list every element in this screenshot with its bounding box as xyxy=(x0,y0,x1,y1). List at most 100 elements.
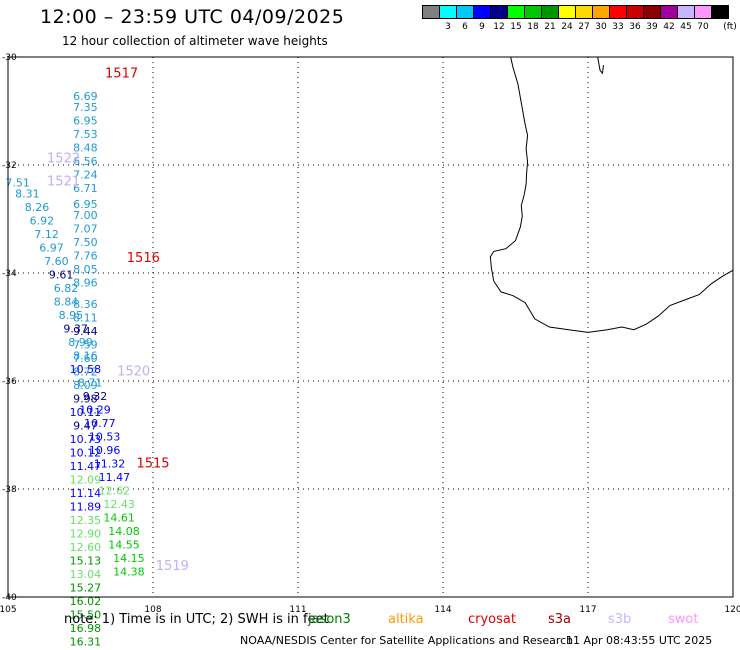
wave-height-label: 10.58 xyxy=(70,363,102,376)
wave-height-label: 15.50 xyxy=(70,609,102,622)
wave-height-label: 7.35 xyxy=(73,101,98,114)
lat-tick-label: -32 xyxy=(2,161,17,171)
island-outline xyxy=(597,56,604,75)
wave-height-label: 12.09 xyxy=(70,474,102,487)
wave-height-label: 12.90 xyxy=(70,528,102,541)
wave-height-label: 6.71 xyxy=(73,182,98,195)
legend-tick-label: 21 xyxy=(544,22,556,32)
page-subtitle: 12 hour collection of altimeter wave hei… xyxy=(62,34,328,48)
wave-height-label: 10.11 xyxy=(70,406,102,419)
wave-height-label: 14.08 xyxy=(108,525,140,538)
lon-tick-label: 117 xyxy=(579,605,596,615)
coastline xyxy=(489,56,734,333)
pass-number-label: 1521 xyxy=(47,175,80,190)
axis-tick-labels: 105 108 111 114 117 120 -30 -32 -34 -36 -38 -40 xyxy=(0,53,740,615)
legend-tick-label: 3 xyxy=(445,22,451,32)
wave-height-label: 10.96 xyxy=(89,444,121,457)
wave-height-label: 14.38 xyxy=(113,565,145,578)
legend-tick-label: 33 xyxy=(612,22,624,32)
wave-height-labels: 6.697.356.957.538.486.567.246.716.957.00… xyxy=(5,90,144,650)
wave-height-label: 7.51 xyxy=(5,177,30,190)
wave-height-label: 8.71 xyxy=(78,376,103,389)
legend-tick-label: 18 xyxy=(527,22,539,32)
pass-number-label: 1517 xyxy=(105,67,138,82)
lat-tick-label: -38 xyxy=(2,485,17,495)
lon-tick-label: 111 xyxy=(289,605,306,615)
wave-height-label: 10.53 xyxy=(89,430,121,443)
satellite-legend-item: cryosat xyxy=(468,612,516,627)
legend-tick-label: 45 xyxy=(680,22,692,32)
satellite-legend-item: s3a xyxy=(548,612,572,627)
wave-height-label: 9.37 xyxy=(63,322,88,335)
satellite-legend-item: altika xyxy=(388,612,424,627)
legend-tick-label: 27 xyxy=(578,22,590,32)
lat-tick-label: -30 xyxy=(2,53,17,63)
wave-height-label: 7.50 xyxy=(73,236,98,249)
wave-height-label: 9.61 xyxy=(49,268,74,281)
legend-tick-label: 70 xyxy=(697,22,709,32)
wave-height-label: 15.27 xyxy=(70,582,102,595)
wave-height-label: 6.97 xyxy=(39,241,64,254)
wave-height-label: 7.76 xyxy=(73,250,98,263)
lon-tick-label: 114 xyxy=(434,605,451,615)
map-grid xyxy=(8,57,733,597)
wave-height-label: 8.84 xyxy=(54,295,79,308)
wave-height-label: 14.15 xyxy=(113,552,145,565)
wave-height-label: 8.16 xyxy=(73,349,98,362)
legend-tick-label: 30 xyxy=(595,22,607,32)
wave-height-label: 10.77 xyxy=(84,417,116,430)
wave-height-label: 8.96 xyxy=(73,277,98,290)
wave-height-label: 16.02 xyxy=(70,595,102,608)
pass-number-label: 1520 xyxy=(117,365,150,380)
wave-height-label: 14.61 xyxy=(103,511,135,524)
lon-tick-label: 105 xyxy=(0,605,17,615)
wave-height-label: 9.32 xyxy=(83,390,108,403)
legend-tick-label: 6 xyxy=(462,22,468,32)
wave-height-label: 6.69 xyxy=(73,90,98,103)
legend-tick-label: 12 xyxy=(493,22,505,32)
coastline-path xyxy=(489,56,734,333)
issued-timestamp: 11 Apr 08:43:55 UTC 2025 xyxy=(566,634,713,647)
wave-height-label: 6.95 xyxy=(73,115,98,128)
lon-tick-label: 120 xyxy=(724,605,740,615)
wave-height-label: 7.60 xyxy=(44,255,69,268)
wave-height-label: 8.72 xyxy=(73,366,98,379)
wave-height-label: 10.29 xyxy=(79,403,111,416)
wave-height-label: 7.12 xyxy=(34,228,59,241)
lat-tick-label: -36 xyxy=(2,377,17,387)
lat-tick-label: -40 xyxy=(2,593,17,603)
satellite-legend-item: jason3 xyxy=(308,612,351,627)
wave-height-label: 6.92 xyxy=(30,214,55,227)
wave-height-label: 11.47 xyxy=(99,471,131,484)
footnote: note: 1) Time is in UTC; 2) SWH is in fe… xyxy=(64,612,329,627)
wave-height-label: 14.55 xyxy=(108,538,140,551)
legend-tick-label: 39 xyxy=(646,22,658,32)
wave-height-label: 13.04 xyxy=(70,568,102,581)
legend-swatch xyxy=(711,5,729,19)
legend-tick-label: 36 xyxy=(629,22,641,32)
pass-number-labels: 1517 1522 1521 1516 1520 1515 1519 xyxy=(47,67,189,574)
wave-height-label: 10.73 xyxy=(70,433,102,446)
wave-height-label: 10.12 xyxy=(70,447,102,460)
legend-tick-label: 15 xyxy=(510,22,522,32)
wave-height-label: 8.09 xyxy=(73,379,98,392)
pass-number-label: 1522 xyxy=(47,151,80,166)
wave-height-label: 12.60 xyxy=(70,541,102,554)
wave-height-label: 7.00 xyxy=(73,209,98,222)
lon-tick-label: 108 xyxy=(144,605,161,615)
wave-height-label: 8.99 xyxy=(68,336,93,349)
legend-tick-label: 42 xyxy=(663,22,675,32)
wave-height-label: 6.82 xyxy=(54,282,79,295)
legend-tick-label: 24 xyxy=(561,22,573,32)
wave-height-label: 12.43 xyxy=(103,498,135,511)
wave-height-label: 7.60 xyxy=(73,352,98,365)
wave-height-label: 8.11 xyxy=(73,312,98,325)
wave-height-label: 9.47 xyxy=(73,420,98,433)
wave-height-label: 7.59 xyxy=(73,339,98,352)
wave-height-label: 6.95 xyxy=(73,198,98,211)
wave-height-label: 8.05 xyxy=(73,263,98,276)
wave-height-label: 7.07 xyxy=(73,223,98,236)
wave-height-label: 8.95 xyxy=(59,309,84,322)
legend-unit: (ft) xyxy=(723,22,737,32)
